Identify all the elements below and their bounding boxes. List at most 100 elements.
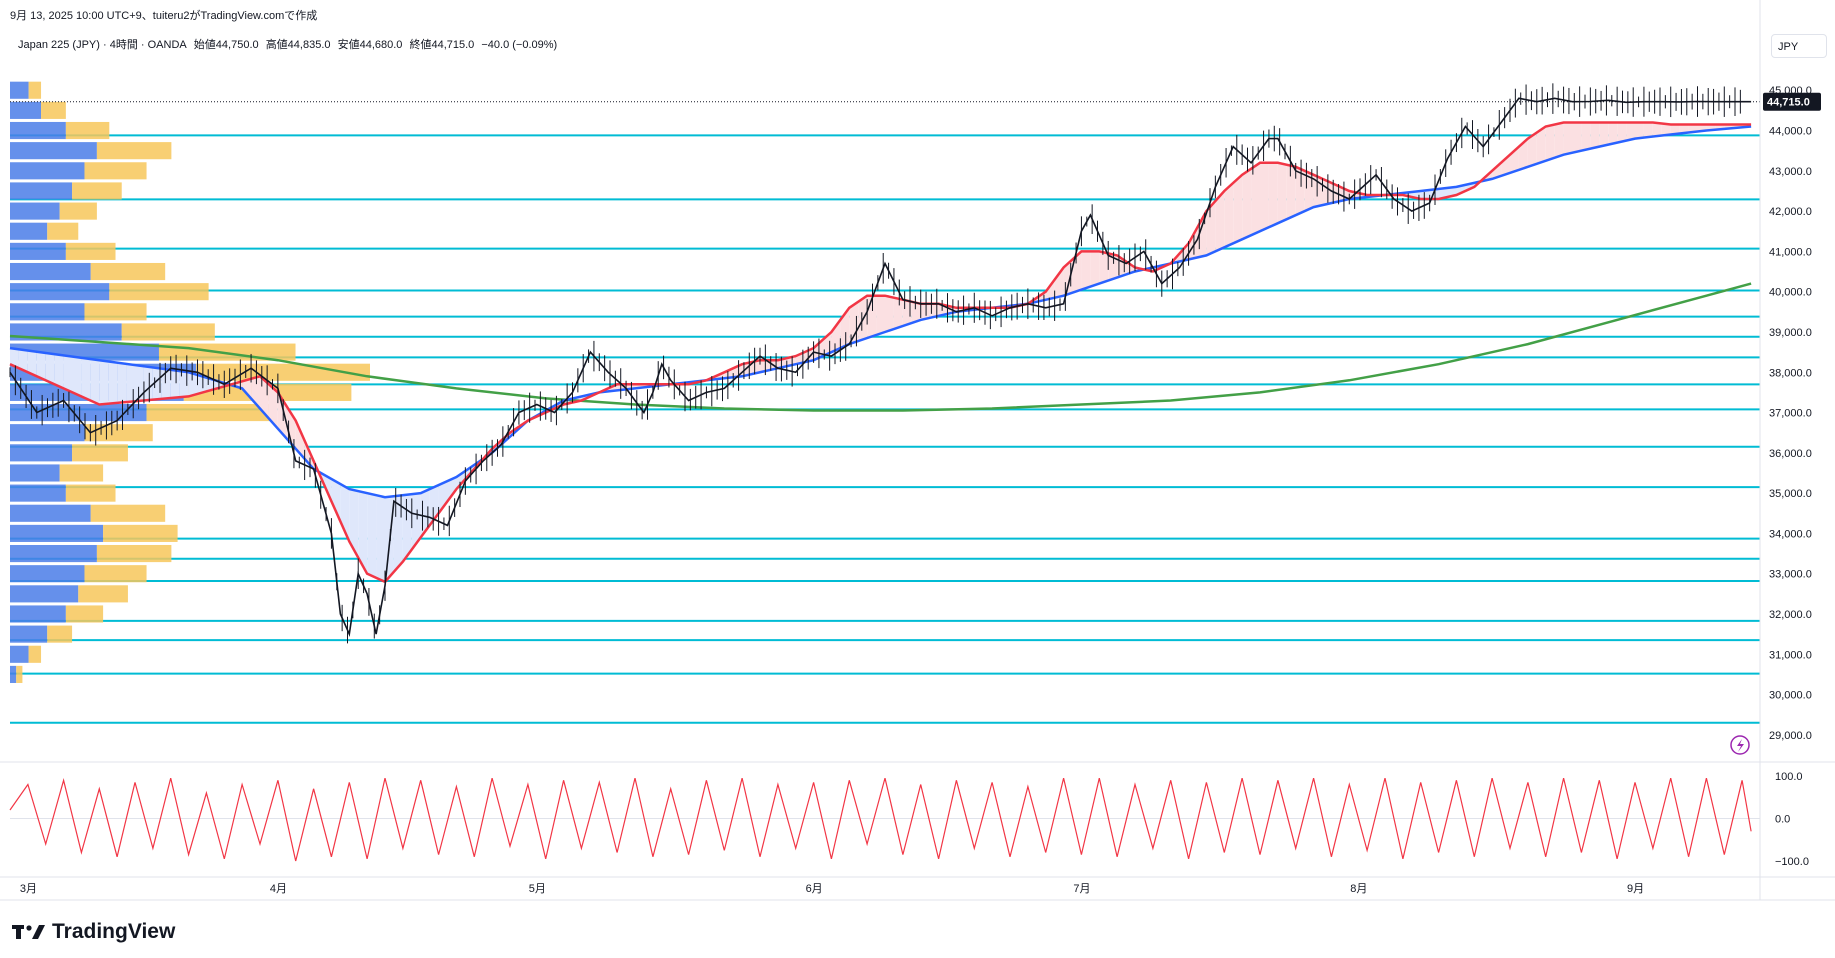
ema-fill-segment (143, 366, 153, 401)
ema-fill-segment (893, 297, 903, 329)
currency-button[interactable]: JPY (1771, 34, 1827, 58)
volume-bar-up (10, 665, 17, 683)
ema-fill-segment (1679, 124, 1689, 134)
symbol-name[interactable]: Japan 225 (JPY) · 4時間 · OANDA (18, 39, 187, 51)
volume-bar-up (10, 444, 73, 462)
volume-bar-down (47, 625, 73, 643)
tradingview-icon (12, 925, 45, 939)
last-price-badge (1763, 92, 1821, 111)
ema-fill-segment (1581, 122, 1591, 151)
volume-bar-down (84, 565, 147, 583)
ema-fill-segment (1643, 122, 1653, 138)
ema-fill-segment (27, 350, 37, 377)
ema-fill-segment (1099, 251, 1109, 284)
ema-fill-segment (1527, 132, 1537, 167)
ema-fill-segment (295, 420, 305, 459)
ema-fill-segment (108, 361, 118, 404)
ema-fill-segment (340, 484, 350, 542)
price-tick-label: 45,000.0 (1769, 85, 1812, 97)
volume-bar-up (10, 625, 48, 643)
ema-fill-segment (1295, 166, 1305, 216)
volume-bar-up (10, 262, 91, 281)
volume-bar-down (47, 222, 79, 240)
ema-fill-segment (1188, 227, 1198, 260)
ema-fill-segment (1277, 162, 1287, 224)
price-tick-label: 31,000.0 (1769, 649, 1812, 661)
ema-fill-segment (724, 368, 734, 379)
volume-bar-up (10, 162, 85, 180)
tradingview-logo[interactable]: TradingView (12, 920, 175, 944)
ema-fill-segment (1108, 253, 1118, 281)
price-axis: 44,715.045,000.0 44,000.0 43,000.0 42,000.0… (1763, 85, 1821, 742)
volume-bar-up (10, 585, 79, 603)
ema-fill-segment (331, 479, 341, 522)
ema-fill-segment (1670, 124, 1680, 135)
ema-fill-segment (170, 369, 180, 399)
volume-bar-down (41, 101, 66, 119)
time-tick-label: 7月 (1073, 883, 1090, 895)
volume-bar-up (10, 424, 85, 442)
volume-bar-down (65, 242, 116, 260)
ema-fill-segment (1286, 164, 1296, 220)
oscillator-tick-label: 100.0 (1775, 771, 1803, 783)
time-tick-label: 4月 (270, 883, 287, 895)
price-tick-label: 40,000.0 (1769, 287, 1812, 299)
volume-bar-up (10, 645, 29, 663)
ema-fill-segment (1242, 168, 1252, 240)
volume-bar-down (84, 303, 147, 321)
ema-fill-segment (63, 355, 73, 393)
ema-fill-segment (1608, 122, 1618, 145)
time-tick-label: 6月 (806, 883, 823, 895)
volume-bar-up (10, 283, 110, 301)
ema-fill-segment (197, 374, 207, 394)
price-tick-label: 34,000.0 (1769, 528, 1812, 540)
change-value: −40.0 (−0.09%) (481, 39, 558, 51)
ema-fill-segment (1572, 122, 1582, 153)
ema-fill-segment (1260, 162, 1269, 232)
ema-fill-segment (10, 348, 19, 369)
price-tick-label: 43,000.0 (1769, 166, 1812, 178)
chart-frame (0, 0, 1835, 901)
volume-bar-down (121, 323, 215, 341)
horizontal-levels (10, 134, 1760, 724)
ema-fill-segment (81, 357, 91, 401)
volume-bar-up (10, 142, 97, 160)
ema-fill-segment (117, 362, 127, 403)
ema-fill-segment (72, 356, 82, 397)
oscillator-tick-label: 0.0 (1775, 814, 1790, 826)
ema-fill-segment (135, 365, 144, 402)
ema-fill-segment (90, 358, 100, 405)
chart-series (9, 83, 1760, 644)
time-tick-label: 5月 (529, 883, 546, 895)
price-tick-label: 33,000.0 (1769, 569, 1812, 581)
price-tick-label: 37,000.0 (1769, 408, 1812, 420)
ema-fill-segment (867, 295, 877, 339)
ema-fill-segment (1090, 251, 1100, 287)
ema-fill-segment (367, 493, 377, 578)
price-tick-label: 42,000.0 (1769, 206, 1812, 218)
ema-fill-segment (161, 368, 171, 399)
ema-fill-segment (885, 295, 894, 332)
ema-fill-segment (1563, 122, 1573, 155)
time-axis: 3月 4月 5月 6月 7月 8月 9月 (20, 883, 1644, 895)
volume-bar-down (72, 444, 128, 462)
low-value: 安値44,680.0 (337, 39, 403, 51)
volume-bar-down (16, 665, 23, 683)
ema-fill-segment (54, 354, 64, 389)
ema-fill-segment (242, 378, 252, 399)
ema-fill-segment (1233, 174, 1243, 244)
ema-fill-segment (920, 303, 930, 320)
ema-fill-segment (1224, 182, 1234, 248)
ema-fill-segment (1661, 123, 1671, 136)
sma-long-line (9, 282, 1752, 412)
volume-bar-down (84, 162, 147, 180)
oscillator-line (9, 777, 1752, 862)
volume-bar-up (10, 303, 85, 321)
volume-bar-down (72, 182, 122, 200)
volume-bar-up (10, 524, 104, 542)
ema-fill-segment (1420, 189, 1430, 200)
volume-bar-down (65, 484, 116, 502)
volume-bar-down (65, 121, 110, 140)
ema-fill-segment (1652, 122, 1662, 137)
